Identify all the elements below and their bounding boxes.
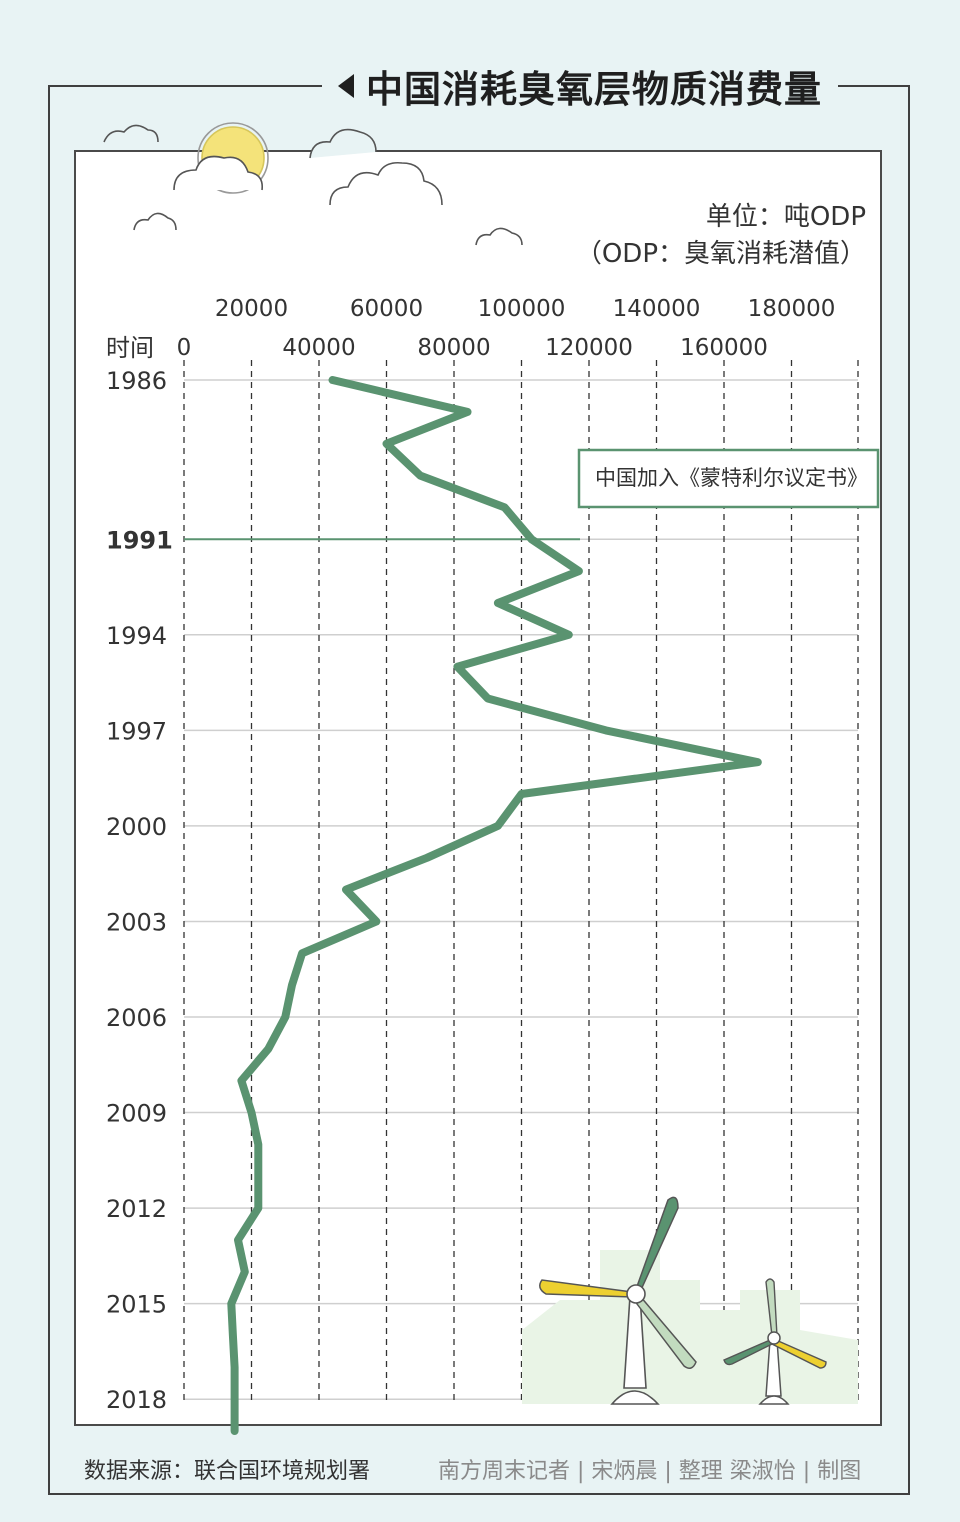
year-labels: 1986 1991 1994 1997 2000 2003 2006 2009 2012 2015… [106,367,173,1414]
year-label: 1986 [106,367,167,395]
x-tick-label: 100000 [478,296,566,322]
x-tick-label: 80000 [417,335,490,361]
year-label: 2009 [106,1100,167,1128]
x-tick-label: 60000 [350,296,423,322]
year-label: 2018 [106,1386,167,1414]
x-tick-label: 160000 [680,335,768,361]
triangle-left-icon [338,74,354,98]
year-label: 2006 [106,1004,167,1032]
x-tick-label: 120000 [545,335,633,361]
year-label: 2015 [106,1291,167,1319]
year-label: 1991 [106,526,173,554]
year-label: 2000 [106,813,167,841]
turbine-blade [723,1339,773,1366]
year-label: 1994 [106,622,167,650]
turbine-base [758,1395,790,1405]
year-label: 2012 [106,1195,167,1223]
x-tick-label: 0 [177,335,192,361]
turbine-base [610,1390,660,1405]
credit-label: 南方周末记者 | 宋炳晨 | 整理 梁淑怡 | 制图 [438,1459,862,1484]
sun-halo-icon [197,122,269,194]
x-tick-label: 140000 [613,296,701,322]
turbine-blade [770,1339,827,1369]
unit-label: 单位：吨ODP [705,202,866,232]
chart-panel [74,150,882,1426]
annotation-box [577,448,880,509]
vertical-gridlines [183,360,859,1404]
cloud-icon [103,124,159,143]
city-silhouette [522,1250,858,1404]
x-tick-label: 180000 [748,296,836,322]
x-tick-label: 40000 [282,335,355,361]
cloud-icon [475,227,523,246]
turbine-blade [633,1196,679,1293]
title-bar: 中国消耗臭氧层物质消费量 [322,58,838,114]
chart-title: 中国消耗臭氧层物质消费量 [366,68,822,111]
cloud-icon [173,155,264,191]
annotation-label: 中国加入《蒙特利尔议定书》 [595,466,868,490]
year-label: 1997 [106,717,167,745]
cloud-icon [329,161,443,206]
x-tick-labels: 20000 60000 100000 140000 180000 0 40000 80000 1… [177,296,836,361]
turbine-hub [626,1284,646,1304]
x-tick-label: 20000 [215,296,288,322]
series-line [227,376,762,1435]
sky-decoration [103,122,523,246]
cloud-icon [309,128,377,159]
turbine-hub [767,1331,781,1345]
year-label: 2003 [106,908,167,936]
wind-turbine-illustration [522,1196,858,1405]
unit-note: （ODP：臭氧消耗潜值） [575,239,866,269]
turbine-blade [632,1295,697,1369]
turbine-blade [539,1279,633,1298]
source-label: 数据来源：联合国环境规划署 [84,1459,371,1484]
turbine-blade [765,1278,778,1337]
cloud-icon [133,212,177,231]
time-axis-label: 时间 [106,334,154,362]
